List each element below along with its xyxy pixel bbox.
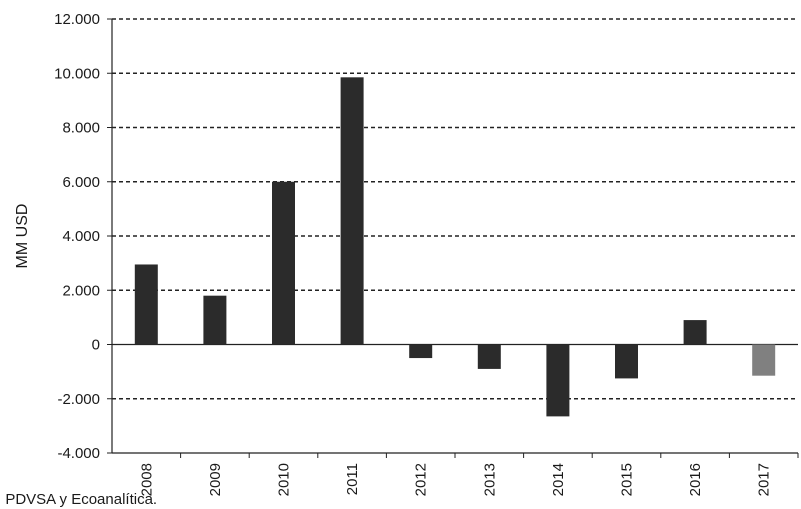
y-tick-label: -4.000	[57, 445, 100, 462]
bar-2016	[683, 320, 707, 345]
x-tick-label-2011: 2011	[344, 463, 361, 495]
y-tick-label: 4.000	[62, 228, 100, 245]
y-tick-label: 2.000	[62, 282, 100, 299]
x-tick-label-2010: 2010	[276, 463, 293, 496]
y-tick-label: 10.000	[54, 65, 100, 82]
x-tick-label-2017: 2017	[756, 463, 773, 496]
y-tick-label: 6.000	[62, 174, 100, 191]
bar-2010	[272, 181, 295, 345]
x-tick-label-2013: 2013	[481, 463, 498, 496]
y-tick-labels: -4.000 -2.000 0 2.000 4.000 6.000 8.000 10.000 1…	[54, 11, 100, 462]
y-tick-label: 12.000	[54, 11, 100, 28]
source-note: : PDVSA y Ecoanalítica.	[0, 491, 157, 508]
grid-lines	[112, 18, 798, 400]
x-tick-label-2008: 2008	[138, 463, 155, 496]
bar-2017	[752, 344, 776, 376]
x-tick-label-2012: 2012	[413, 463, 430, 496]
y-tick-label: 0	[92, 337, 100, 354]
x-tick-label-2016: 2016	[687, 463, 704, 496]
x-tick-label-2014: 2014	[550, 463, 567, 496]
bar-2008	[134, 264, 158, 345]
x-tick-label-2009: 2009	[207, 463, 224, 496]
x-tick-labels: 2008 2009 2010 2011 2012 2013 2014 2015 2016 2017	[138, 463, 772, 496]
y-tick-label: -2.000	[57, 391, 100, 408]
bar-2013	[477, 344, 501, 369]
bar-2015	[615, 344, 638, 379]
bar-2009	[203, 295, 227, 345]
y-tick-label: 8.000	[62, 120, 100, 137]
bar-2011	[340, 77, 364, 345]
bar-2012	[409, 344, 433, 359]
x-tick-label-2015: 2015	[619, 463, 636, 496]
y-axis-title: MM USD	[14, 204, 31, 269]
bars	[134, 77, 776, 417]
bar-2014	[546, 344, 570, 417]
axes	[107, 18, 799, 458]
